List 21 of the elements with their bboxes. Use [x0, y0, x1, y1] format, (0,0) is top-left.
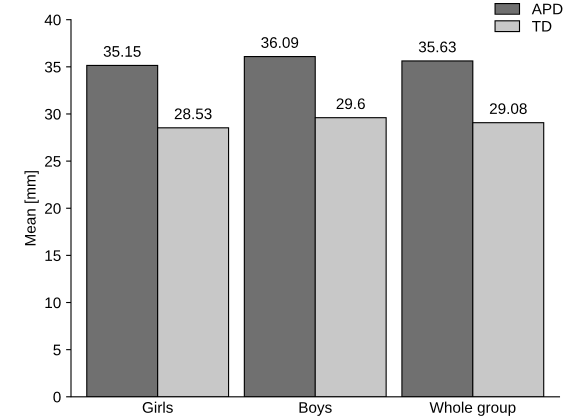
y-tick-label: 10	[45, 297, 61, 308]
legend-label: APD	[532, 4, 562, 14]
y-tick-label: 0	[53, 392, 61, 402]
y-tick-label: 5	[53, 344, 61, 356]
data-label: 35.15	[104, 46, 141, 57]
y-tick-label: 25	[45, 156, 61, 167]
y-tick-label: 15	[45, 250, 61, 262]
legend-label: TD	[532, 21, 552, 32]
y-axis-title: Mean [mm]	[24, 171, 39, 246]
x-tick-label: Boys	[300, 402, 332, 416]
x-tick-label: Girls	[142, 402, 173, 413]
y-tick-label: 30	[44, 108, 61, 120]
data-label: 28.53	[174, 108, 212, 120]
y-tick-label: 40	[44, 14, 61, 26]
y-tick-label: 35	[44, 62, 61, 73]
data-label: 29.08	[490, 103, 527, 114]
x-tick-label: Whole group	[430, 402, 516, 416]
y-tick-label: 20	[45, 203, 61, 214]
data-label: 29.6	[336, 98, 365, 110]
data-label: 36.09	[261, 37, 298, 48]
data-label: 35.63	[418, 41, 456, 52]
